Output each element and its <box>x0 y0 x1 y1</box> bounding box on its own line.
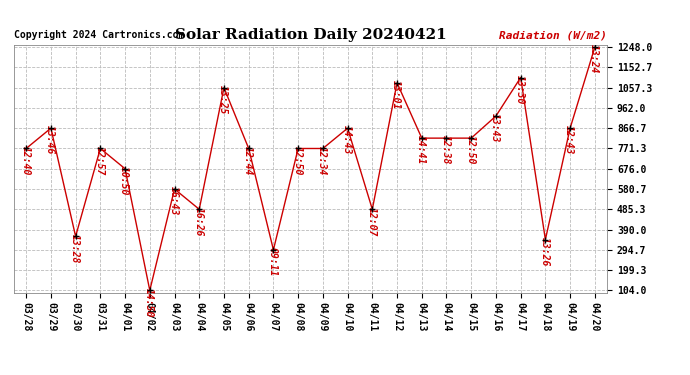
Text: 10:50: 10:50 <box>119 166 129 195</box>
Text: 16:43: 16:43 <box>168 186 179 216</box>
Text: 13:28: 13:28 <box>70 234 80 263</box>
Text: 12:44: 12:44 <box>243 146 253 175</box>
Text: 12:57: 12:57 <box>95 146 104 175</box>
Text: 13:26: 13:26 <box>540 237 549 266</box>
Text: 13:25: 13:25 <box>218 85 228 114</box>
Text: 12:43: 12:43 <box>564 125 574 155</box>
Text: 12:50: 12:50 <box>465 135 475 165</box>
Text: 14:43: 14:43 <box>342 125 352 155</box>
Text: 13:46: 13:46 <box>45 125 55 155</box>
Text: 13:30: 13:30 <box>515 75 525 104</box>
Text: 13:43: 13:43 <box>490 113 500 142</box>
Text: 09:11: 09:11 <box>268 247 277 276</box>
Text: 12:07: 12:07 <box>366 207 377 236</box>
Title: Solar Radiation Daily 20240421: Solar Radiation Daily 20240421 <box>175 28 446 42</box>
Text: 12:38: 12:38 <box>441 135 451 165</box>
Text: 12:40: 12:40 <box>20 146 30 175</box>
Text: 13:24: 13:24 <box>589 44 599 74</box>
Text: 13:01: 13:01 <box>391 80 401 110</box>
Text: 12:50: 12:50 <box>293 146 302 175</box>
Text: 12:34: 12:34 <box>317 146 327 175</box>
Text: 14:41: 14:41 <box>416 135 426 165</box>
Text: Copyright 2024 Cartronics.com: Copyright 2024 Cartronics.com <box>14 30 184 40</box>
Text: 14:50: 14:50 <box>144 288 154 317</box>
Text: Radiation (W/m2): Radiation (W/m2) <box>499 30 607 40</box>
Text: 16:26: 16:26 <box>193 207 204 236</box>
